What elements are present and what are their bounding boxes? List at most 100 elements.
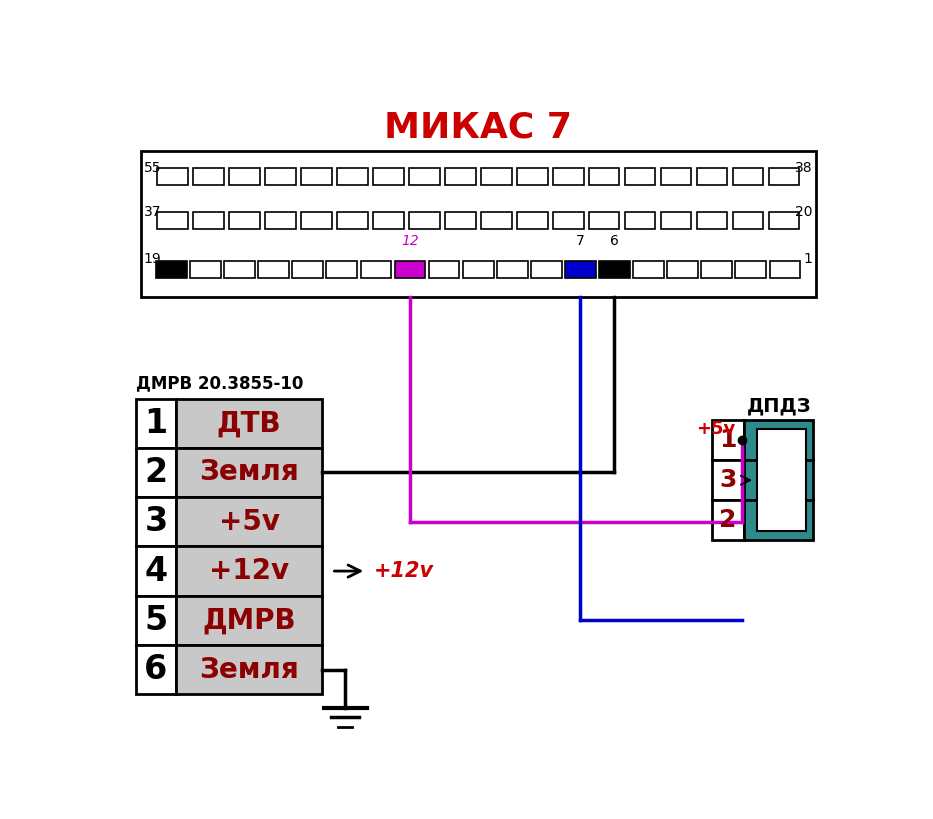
Text: 38: 38 (795, 161, 813, 175)
Bar (337, 212, 368, 229)
Bar (176, 497, 322, 546)
Bar (634, 260, 664, 278)
Bar (157, 212, 188, 229)
Bar (157, 169, 188, 185)
Bar (712, 500, 745, 541)
Bar (497, 260, 528, 278)
Bar (712, 420, 745, 460)
Bar (480, 212, 511, 229)
Text: 3: 3 (145, 505, 168, 538)
Bar (327, 260, 357, 278)
Text: МИКАС 7: МИКАС 7 (383, 111, 572, 144)
Bar (373, 212, 404, 229)
Text: 12: 12 (401, 234, 419, 248)
Bar (229, 169, 259, 185)
Bar (176, 546, 322, 595)
Text: 19: 19 (144, 252, 161, 266)
Text: ДТВ: ДТВ (216, 410, 282, 437)
Bar (732, 212, 763, 229)
Bar (732, 169, 763, 185)
Bar (667, 260, 698, 278)
Bar (735, 260, 766, 278)
Bar (745, 460, 814, 500)
Bar (176, 645, 322, 695)
Bar (445, 169, 476, 185)
Bar (136, 595, 176, 645)
Bar (409, 212, 439, 229)
Bar (769, 169, 800, 185)
Bar (463, 260, 494, 278)
Bar (552, 212, 583, 229)
Text: +12v: +12v (209, 557, 289, 585)
Bar (697, 169, 728, 185)
Text: 2: 2 (719, 509, 737, 532)
Text: +5v: +5v (696, 420, 736, 438)
Bar (517, 169, 548, 185)
Bar (193, 169, 224, 185)
Text: Земля: Земля (200, 656, 299, 684)
Bar (757, 429, 806, 531)
Bar (176, 399, 322, 448)
Bar (300, 212, 331, 229)
Bar (531, 260, 562, 278)
Bar (224, 260, 255, 278)
Text: Земля: Земля (200, 459, 299, 486)
Text: 7: 7 (576, 234, 585, 248)
Bar (702, 260, 732, 278)
Bar (395, 260, 425, 278)
Text: 37: 37 (144, 206, 161, 219)
Text: 1: 1 (719, 428, 737, 452)
Text: +5v: +5v (218, 508, 280, 536)
Text: 3: 3 (719, 468, 737, 492)
Text: ДПДЗ: ДПДЗ (746, 396, 811, 415)
Text: 1: 1 (804, 252, 813, 266)
Bar (552, 169, 583, 185)
Bar (176, 595, 322, 645)
Text: 1: 1 (145, 407, 168, 440)
Bar (625, 212, 656, 229)
Text: 6: 6 (610, 234, 619, 248)
Text: 20: 20 (795, 206, 813, 219)
Bar (141, 151, 815, 297)
Text: 5: 5 (145, 604, 168, 637)
Bar (712, 460, 745, 500)
Text: 6: 6 (145, 653, 168, 686)
Bar (565, 260, 596, 278)
Bar (409, 169, 439, 185)
Bar (625, 169, 656, 185)
Bar (599, 260, 630, 278)
Bar (589, 169, 620, 185)
Bar (265, 169, 296, 185)
Bar (445, 212, 476, 229)
Bar (337, 169, 368, 185)
Bar (136, 399, 176, 448)
Bar (136, 497, 176, 546)
Bar (258, 260, 289, 278)
Bar (265, 212, 296, 229)
Bar (360, 260, 391, 278)
Bar (136, 448, 176, 497)
Bar (745, 500, 814, 541)
Text: 2: 2 (145, 456, 168, 489)
Text: ДМРВ 20.3855-10: ДМРВ 20.3855-10 (136, 374, 303, 392)
Bar (136, 546, 176, 595)
Bar (176, 448, 322, 497)
Bar (193, 212, 224, 229)
Bar (769, 212, 800, 229)
Bar (661, 212, 691, 229)
Bar (428, 260, 459, 278)
Bar (745, 420, 814, 460)
Bar (661, 169, 691, 185)
Bar (589, 212, 620, 229)
Bar (300, 169, 331, 185)
Bar (156, 260, 187, 278)
Bar (229, 212, 259, 229)
Text: 4: 4 (145, 554, 168, 587)
Bar (190, 260, 221, 278)
Text: ДМРВ: ДМРВ (202, 606, 296, 635)
Bar (480, 169, 511, 185)
Bar (373, 169, 404, 185)
Bar (517, 212, 548, 229)
Bar (136, 645, 176, 695)
Text: 55: 55 (144, 161, 161, 175)
